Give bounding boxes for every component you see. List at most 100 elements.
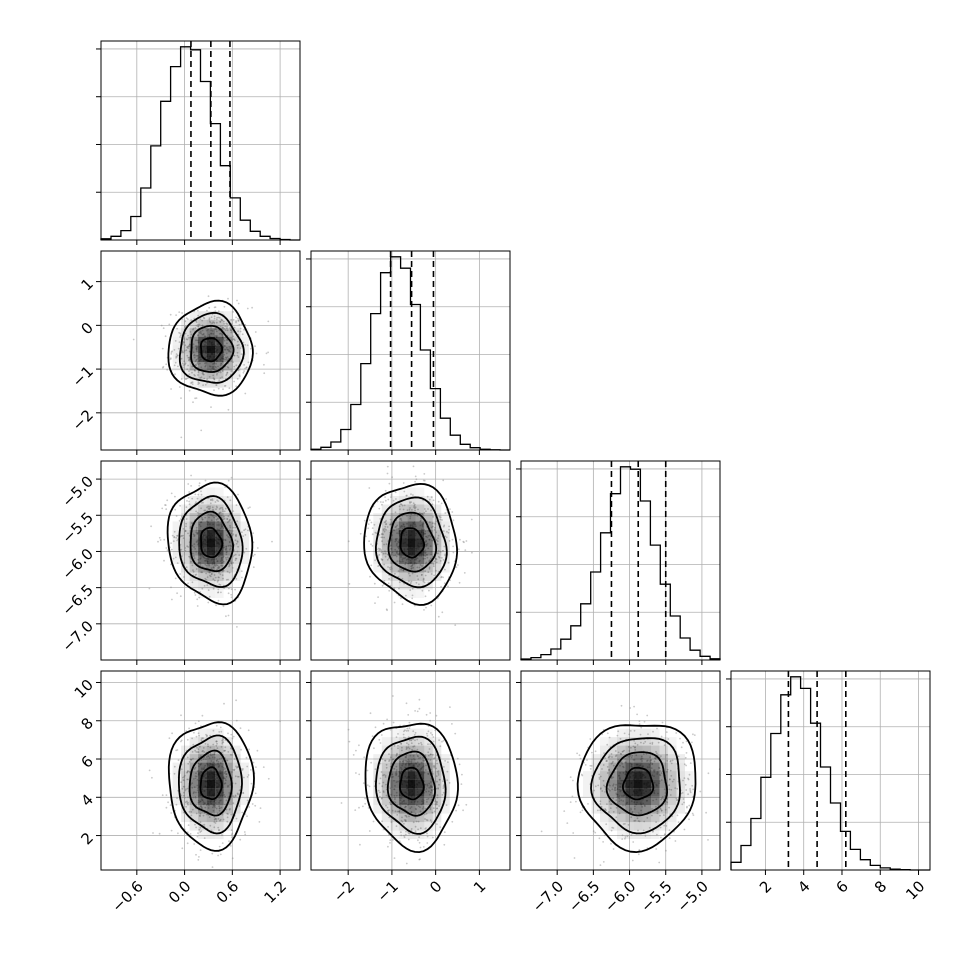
sample-point [233, 354, 235, 357]
sample-point [378, 554, 381, 556]
sample-point [648, 826, 651, 829]
sample-point [235, 766, 238, 769]
sample-point [203, 317, 206, 320]
sample-point [237, 775, 240, 778]
sample-point [384, 552, 387, 555]
sample-point [220, 318, 223, 321]
sample-point [394, 511, 397, 514]
sample-point [411, 597, 414, 600]
sample-point [187, 356, 190, 359]
sample-point [219, 507, 222, 509]
sample-point [201, 807, 203, 809]
sample-point [439, 826, 442, 828]
sample-point [233, 326, 236, 329]
sample-point [418, 698, 421, 701]
sample-point [385, 523, 387, 526]
density-cell [424, 813, 433, 823]
sample-point [385, 783, 387, 786]
sample-point [422, 577, 425, 580]
sample-point [173, 364, 176, 367]
sample-point [225, 545, 228, 548]
sample-point [589, 768, 592, 770]
sample-point [187, 347, 190, 350]
sample-point [211, 753, 214, 756]
sample-point [192, 569, 194, 571]
sample-point [206, 584, 209, 586]
sample-point [399, 503, 402, 506]
sample-point [347, 540, 350, 543]
sample-point [184, 326, 186, 328]
sample-point [213, 818, 216, 821]
sample-point [390, 821, 393, 824]
sample-point [412, 465, 415, 468]
sample-point [263, 363, 265, 366]
sample-point [192, 570, 195, 573]
sample-point [402, 569, 405, 572]
sample-point [404, 806, 406, 809]
sample-point [236, 626, 238, 628]
sample-point [379, 501, 382, 503]
sample-point [184, 362, 187, 365]
y-tick-label: 6 [78, 752, 97, 771]
density-cell [441, 564, 450, 573]
sample-point [236, 344, 239, 347]
sample-point [388, 816, 391, 819]
sample-point [176, 327, 179, 330]
sample-point [234, 557, 237, 560]
sample-point [215, 328, 218, 331]
sample-point [168, 737, 171, 740]
density-cell [390, 737, 399, 746]
sample-point [405, 594, 407, 597]
sample-point [692, 733, 694, 736]
density-cell [198, 504, 207, 513]
density-cell [181, 521, 190, 530]
sample-point [416, 514, 419, 517]
sample-point [623, 749, 625, 752]
sample-point [249, 347, 252, 350]
sample-point [400, 597, 402, 600]
sample-point [173, 530, 176, 533]
sample-point [222, 739, 224, 741]
density-cell [432, 822, 442, 831]
sample-point [381, 558, 384, 561]
sample-point [192, 743, 195, 746]
sample-point [666, 760, 669, 762]
sample-point [183, 794, 185, 797]
density-cell [651, 754, 660, 763]
sample-point [669, 778, 671, 781]
sample-point [426, 835, 429, 838]
density-cell [642, 762, 651, 772]
sample-point [636, 817, 639, 820]
sample-point [178, 519, 181, 522]
x-tick-label: −5.5 [637, 877, 675, 915]
y-tick-label: 10 [71, 676, 97, 702]
sample-point [192, 328, 194, 331]
sample-point [604, 785, 606, 788]
sample-point [410, 742, 413, 745]
sample-point [388, 566, 391, 569]
sample-point [386, 806, 389, 809]
sample-point [437, 500, 440, 503]
density-cell [634, 813, 643, 823]
density-cell [373, 547, 382, 556]
density-cell [189, 538, 199, 547]
sample-point [434, 803, 437, 806]
density-cell [651, 745, 660, 755]
sample-point [640, 812, 643, 815]
sample-point [447, 761, 449, 763]
sample-point [434, 800, 437, 802]
sample-point [222, 577, 224, 580]
sample-point [204, 479, 207, 482]
sample-point [424, 555, 427, 557]
sample-point [443, 524, 446, 527]
sample-point [607, 783, 610, 785]
sample-point [228, 808, 231, 811]
scatter-panel-1-0 [96, 250, 301, 455]
sample-point [383, 528, 386, 530]
sample-point [637, 853, 640, 856]
density-cell [189, 547, 199, 556]
sample-point [386, 718, 388, 721]
sample-point [180, 548, 183, 551]
sample-point [397, 747, 399, 750]
sample-point [628, 733, 631, 736]
